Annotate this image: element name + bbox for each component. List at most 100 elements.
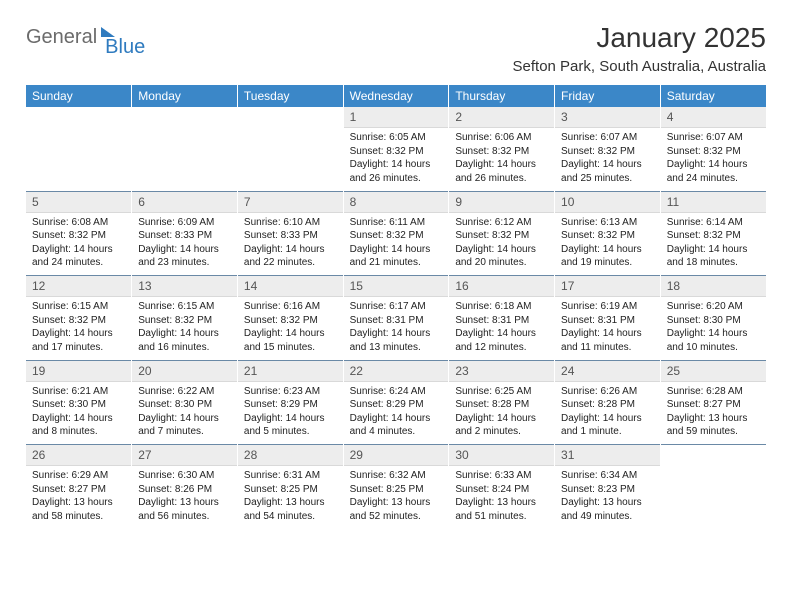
sunrise-line: Sunrise: 6:23 AM [244,385,337,399]
sunset-line: Sunset: 8:29 PM [350,398,443,412]
sunrise-line: Sunrise: 6:22 AM [138,385,231,399]
weekday-header: Saturday [660,85,766,107]
calendar-day-cell: 12Sunrise: 6:15 AMSunset: 8:32 PMDayligh… [26,276,132,360]
calendar-day-cell: 24Sunrise: 6:26 AMSunset: 8:28 PMDayligh… [555,361,661,445]
sunrise-line: Sunrise: 6:32 AM [350,469,443,483]
weekday-header: Tuesday [237,85,343,107]
daylight-line: Daylight: 14 hours and 13 minutes. [350,327,443,354]
sunset-line: Sunset: 8:26 PM [138,483,231,497]
calendar-day-cell: 18Sunrise: 6:20 AMSunset: 8:30 PMDayligh… [660,276,766,360]
calendar-day-cell: 5Sunrise: 6:08 AMSunset: 8:32 PMDaylight… [26,192,132,276]
weekday-header-row: SundayMondayTuesdayWednesdayThursdayFrid… [26,85,766,107]
day-details: Sunrise: 6:12 AMSunset: 8:32 PMDaylight:… [449,213,554,275]
sunrise-line: Sunrise: 6:20 AM [667,300,760,314]
daylight-line: Daylight: 14 hours and 26 minutes. [455,158,548,185]
calendar-day-cell: 17Sunrise: 6:19 AMSunset: 8:31 PMDayligh… [555,276,661,360]
weekday-header: Friday [555,85,661,107]
calendar-day-cell: 31Sunrise: 6:34 AMSunset: 8:23 PMDayligh… [555,445,661,529]
sunset-line: Sunset: 8:32 PM [667,229,760,243]
daylight-line: Daylight: 14 hours and 20 minutes. [455,243,548,270]
sunset-line: Sunset: 8:32 PM [244,314,337,328]
sunset-line: Sunset: 8:25 PM [244,483,337,497]
day-details: Sunrise: 6:21 AMSunset: 8:30 PMDaylight:… [26,382,131,444]
calendar-day-cell [26,107,132,191]
day-details: Sunrise: 6:06 AMSunset: 8:32 PMDaylight:… [449,128,554,190]
sunrise-line: Sunrise: 6:28 AM [667,385,760,399]
calendar-day-cell: 16Sunrise: 6:18 AMSunset: 8:31 PMDayligh… [449,276,555,360]
calendar-week-row: 1Sunrise: 6:05 AMSunset: 8:32 PMDaylight… [26,107,766,191]
day-number: 18 [661,276,766,297]
day-details: Sunrise: 6:31 AMSunset: 8:25 PMDaylight:… [238,466,343,528]
calendar-week-row: 19Sunrise: 6:21 AMSunset: 8:30 PMDayligh… [26,361,766,445]
daylight-line: Daylight: 14 hours and 4 minutes. [350,412,443,439]
header: General Blue January 2025 Sefton Park, S… [26,22,766,75]
day-number: 2 [449,107,554,128]
sunset-line: Sunset: 8:27 PM [32,483,125,497]
sunrise-line: Sunrise: 6:15 AM [138,300,231,314]
day-details: Sunrise: 6:32 AMSunset: 8:25 PMDaylight:… [344,466,449,528]
page-title: January 2025 [513,22,766,54]
calendar-day-cell: 4Sunrise: 6:07 AMSunset: 8:32 PMDaylight… [660,107,766,191]
day-details: Sunrise: 6:24 AMSunset: 8:29 PMDaylight:… [344,382,449,444]
sunset-line: Sunset: 8:31 PM [455,314,548,328]
daylight-line: Daylight: 13 hours and 54 minutes. [244,496,337,523]
day-number: 15 [344,276,449,297]
day-number: 5 [26,192,131,213]
sunset-line: Sunset: 8:30 PM [667,314,760,328]
sunrise-line: Sunrise: 6:18 AM [455,300,548,314]
sunset-line: Sunset: 8:32 PM [561,229,654,243]
daylight-line: Daylight: 14 hours and 11 minutes. [561,327,654,354]
sunrise-line: Sunrise: 6:13 AM [561,216,654,230]
day-details: Sunrise: 6:34 AMSunset: 8:23 PMDaylight:… [555,466,660,528]
sunrise-line: Sunrise: 6:09 AM [138,216,231,230]
calendar-day-cell: 3Sunrise: 6:07 AMSunset: 8:32 PMDaylight… [555,107,661,191]
location-text: Sefton Park, South Australia, Australia [513,58,766,75]
sunset-line: Sunset: 8:32 PM [32,314,125,328]
calendar-day-cell: 11Sunrise: 6:14 AMSunset: 8:32 PMDayligh… [660,192,766,276]
brand-triangle-icon [101,27,115,37]
day-details: Sunrise: 6:19 AMSunset: 8:31 PMDaylight:… [555,297,660,359]
daylight-line: Daylight: 14 hours and 17 minutes. [32,327,125,354]
sunset-line: Sunset: 8:30 PM [32,398,125,412]
calendar-day-cell: 1Sunrise: 6:05 AMSunset: 8:32 PMDaylight… [343,107,449,191]
daylight-line: Daylight: 14 hours and 24 minutes. [667,158,760,185]
sunrise-line: Sunrise: 6:34 AM [561,469,654,483]
sunrise-line: Sunrise: 6:07 AM [667,131,760,145]
day-number: 28 [238,445,343,466]
day-details: Sunrise: 6:15 AMSunset: 8:32 PMDaylight:… [132,297,237,359]
calendar-day-cell: 27Sunrise: 6:30 AMSunset: 8:26 PMDayligh… [132,445,238,529]
calendar-day-cell: 8Sunrise: 6:11 AMSunset: 8:32 PMDaylight… [343,192,449,276]
sunrise-line: Sunrise: 6:06 AM [455,131,548,145]
sunrise-line: Sunrise: 6:15 AM [32,300,125,314]
daylight-line: Daylight: 14 hours and 26 minutes. [350,158,443,185]
day-details: Sunrise: 6:11 AMSunset: 8:32 PMDaylight:… [344,213,449,275]
calendar-day-cell: 26Sunrise: 6:29 AMSunset: 8:27 PMDayligh… [26,445,132,529]
day-details: Sunrise: 6:23 AMSunset: 8:29 PMDaylight:… [238,382,343,444]
day-details: Sunrise: 6:30 AMSunset: 8:26 PMDaylight:… [132,466,237,528]
daylight-line: Daylight: 13 hours and 58 minutes. [32,496,125,523]
sunset-line: Sunset: 8:32 PM [667,145,760,159]
sunrise-line: Sunrise: 6:14 AM [667,216,760,230]
day-details: Sunrise: 6:17 AMSunset: 8:31 PMDaylight:… [344,297,449,359]
day-number: 7 [238,192,343,213]
day-details: Sunrise: 6:18 AMSunset: 8:31 PMDaylight:… [449,297,554,359]
calendar-day-cell [132,107,238,191]
daylight-line: Daylight: 14 hours and 5 minutes. [244,412,337,439]
calendar-day-cell: 15Sunrise: 6:17 AMSunset: 8:31 PMDayligh… [343,276,449,360]
day-details: Sunrise: 6:16 AMSunset: 8:32 PMDaylight:… [238,297,343,359]
day-details: Sunrise: 6:07 AMSunset: 8:32 PMDaylight:… [661,128,766,190]
calendar-day-cell [660,445,766,529]
sunrise-line: Sunrise: 6:33 AM [455,469,548,483]
day-number: 20 [132,361,237,382]
daylight-line: Daylight: 13 hours and 51 minutes. [455,496,548,523]
daylight-line: Daylight: 14 hours and 15 minutes. [244,327,337,354]
day-number: 21 [238,361,343,382]
daylight-line: Daylight: 14 hours and 7 minutes. [138,412,231,439]
brand-general: General [26,26,97,49]
daylight-line: Daylight: 13 hours and 56 minutes. [138,496,231,523]
sunset-line: Sunset: 8:33 PM [138,229,231,243]
daylight-line: Daylight: 14 hours and 16 minutes. [138,327,231,354]
brand-blue: Blue [105,36,145,59]
sunset-line: Sunset: 8:23 PM [561,483,654,497]
sunrise-line: Sunrise: 6:19 AM [561,300,654,314]
